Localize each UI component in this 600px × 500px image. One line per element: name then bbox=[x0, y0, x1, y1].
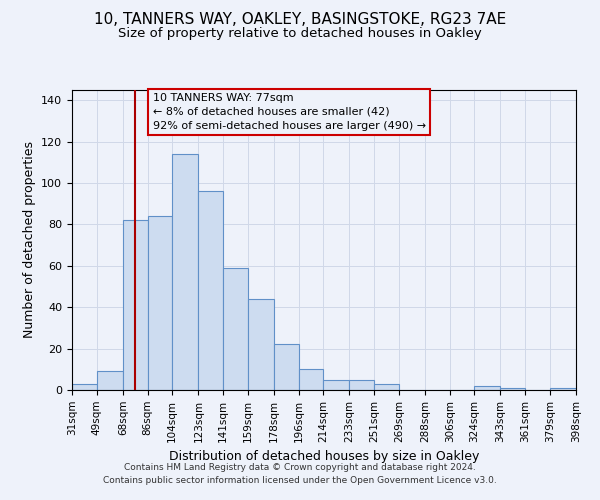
X-axis label: Distribution of detached houses by size in Oakley: Distribution of detached houses by size … bbox=[169, 450, 479, 463]
Bar bbox=[223, 268, 248, 390]
Bar bbox=[500, 388, 525, 390]
Bar bbox=[123, 220, 148, 390]
Bar bbox=[274, 344, 299, 390]
Bar bbox=[97, 372, 123, 390]
Text: Contains HM Land Registry data © Crown copyright and database right 2024.: Contains HM Land Registry data © Crown c… bbox=[124, 464, 476, 472]
Bar bbox=[323, 380, 349, 390]
Bar bbox=[374, 384, 399, 390]
Bar bbox=[172, 154, 199, 390]
Text: 10 TANNERS WAY: 77sqm
← 8% of detached houses are smaller (42)
92% of semi-detac: 10 TANNERS WAY: 77sqm ← 8% of detached h… bbox=[152, 93, 426, 131]
Bar bbox=[148, 216, 172, 390]
Bar bbox=[475, 386, 500, 390]
Text: 10, TANNERS WAY, OAKLEY, BASINGSTOKE, RG23 7AE: 10, TANNERS WAY, OAKLEY, BASINGSTOKE, RG… bbox=[94, 12, 506, 28]
Text: Size of property relative to detached houses in Oakley: Size of property relative to detached ho… bbox=[118, 28, 482, 40]
Bar bbox=[72, 384, 97, 390]
Text: Contains public sector information licensed under the Open Government Licence v3: Contains public sector information licen… bbox=[103, 476, 497, 485]
Bar bbox=[550, 388, 576, 390]
Bar bbox=[299, 370, 323, 390]
Bar bbox=[248, 299, 274, 390]
Bar bbox=[349, 380, 374, 390]
Y-axis label: Number of detached properties: Number of detached properties bbox=[23, 142, 35, 338]
Bar bbox=[199, 192, 223, 390]
